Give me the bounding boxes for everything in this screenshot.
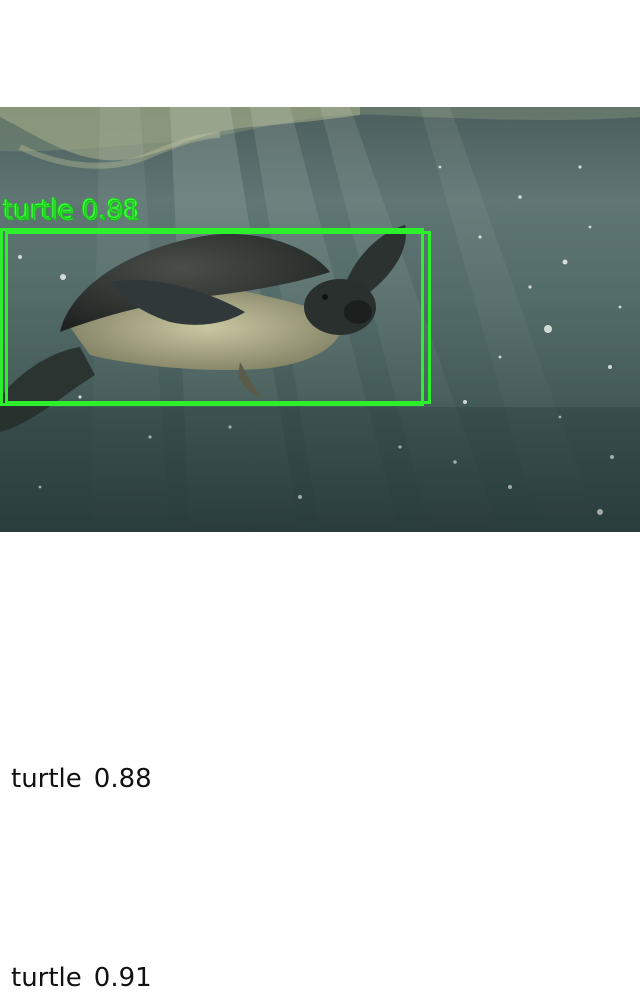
underwater-photo: turtle 0.88 turtle 0.91 <box>0 107 640 532</box>
turtle-photo-art <box>0 107 640 532</box>
caption-score: 0.88 <box>93 764 152 794</box>
detection-box-a <box>0 228 424 406</box>
caption-label: turtle <box>11 764 82 794</box>
detection-box-b <box>5 231 431 404</box>
caption-score: 0.91 <box>93 963 152 993</box>
caption-label: turtle <box>11 963 82 993</box>
detection-label-a: turtle 0.88 <box>2 194 140 225</box>
detection-label-b: turtle 0.91 <box>4 196 142 227</box>
detection-caption: turtle 0.88 <box>11 764 152 794</box>
detection-caption: turtle 0.91 <box>11 963 152 993</box>
